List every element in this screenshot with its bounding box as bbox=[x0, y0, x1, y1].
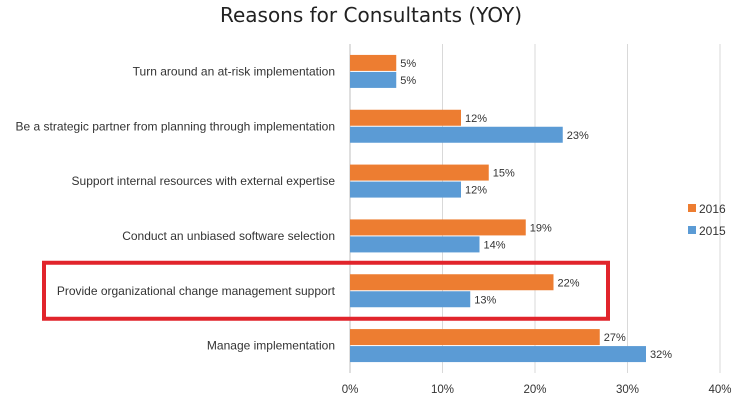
data-label: 23% bbox=[567, 130, 589, 142]
category-label: Provide organizational change management… bbox=[57, 284, 336, 298]
bar-2015 bbox=[350, 236, 480, 253]
category-label: Be a strategic partner from planning thr… bbox=[15, 119, 335, 133]
category-label: Manage implementation bbox=[207, 339, 335, 353]
category-label: Support internal resources with external… bbox=[72, 174, 336, 188]
data-label: 13% bbox=[474, 294, 496, 306]
x-tick-label: 10% bbox=[431, 384, 454, 396]
data-label: 12% bbox=[465, 113, 487, 125]
data-label: 5% bbox=[400, 58, 416, 70]
bar-2016 bbox=[350, 219, 526, 236]
data-label: 32% bbox=[650, 349, 672, 361]
bar-2016 bbox=[350, 274, 554, 291]
x-tick-label: 20% bbox=[523, 384, 546, 396]
data-label: 5% bbox=[400, 75, 416, 87]
highlight-box bbox=[42, 260, 610, 321]
data-label: 15% bbox=[493, 168, 515, 180]
category-label: Conduct an unbiased software selection bbox=[122, 229, 335, 243]
bar-2015 bbox=[350, 181, 461, 198]
legend-swatch-2015 bbox=[688, 226, 696, 234]
category-label: Turn around an at-risk implementation bbox=[133, 64, 335, 78]
x-tick-label: 40% bbox=[708, 384, 731, 396]
legend-swatch-2016 bbox=[688, 204, 696, 212]
gridlines bbox=[349, 44, 721, 373]
bar-2015 bbox=[350, 291, 471, 308]
data-label: 27% bbox=[604, 332, 626, 344]
bar-2016 bbox=[350, 164, 489, 181]
bar-2015 bbox=[350, 71, 397, 88]
data-label: 14% bbox=[484, 239, 506, 251]
bar-2015 bbox=[350, 126, 563, 143]
legend: 2016 2015 bbox=[688, 202, 726, 238]
labels: 0% 10% 20% 30% 40% Turn around an at-risk imp… bbox=[15, 58, 731, 396]
data-label: 12% bbox=[465, 185, 487, 197]
bar-2015 bbox=[350, 346, 646, 363]
bar-2016 bbox=[350, 109, 461, 126]
x-tick-label: 30% bbox=[616, 384, 639, 396]
x-tick-label: 0% bbox=[342, 384, 359, 396]
chart-title: Reasons for Consultants (YOY) bbox=[220, 3, 522, 27]
bar-2016 bbox=[350, 54, 397, 71]
legend-label-2016: 2016 bbox=[699, 202, 726, 216]
bar-2016 bbox=[350, 329, 600, 346]
data-label: 22% bbox=[558, 277, 580, 289]
data-label: 19% bbox=[530, 222, 552, 234]
legend-label-2015: 2015 bbox=[699, 224, 726, 238]
bars bbox=[350, 54, 646, 363]
